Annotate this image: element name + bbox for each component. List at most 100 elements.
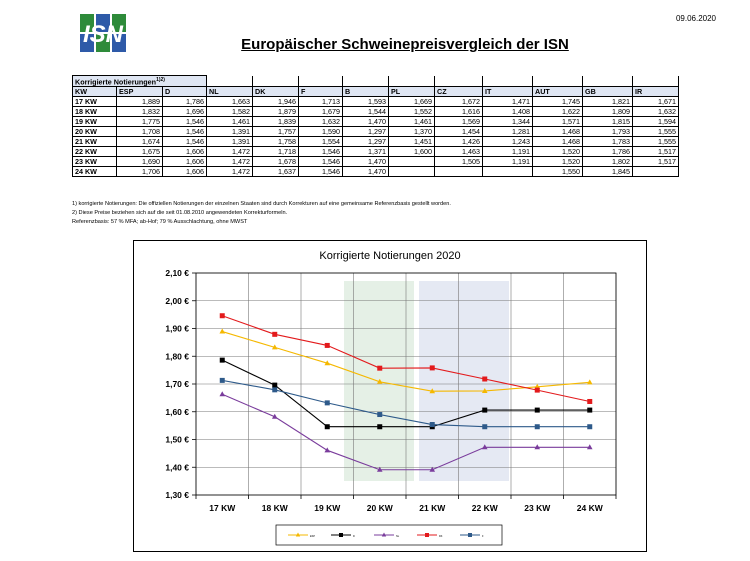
price-cell: 1,571 [532, 116, 584, 128]
column-header: B [342, 86, 390, 98]
row-week-label: 20 KW [72, 126, 117, 138]
price-cell: 1,546 [161, 126, 208, 138]
price-cell: 1,546 [298, 146, 344, 158]
price-cell: 1,391 [206, 136, 254, 148]
price-cell: 1,786 [582, 146, 634, 158]
data-point [377, 365, 383, 371]
price-cell: 1,371 [342, 146, 390, 158]
series-line [222, 379, 590, 428]
data-point [219, 357, 225, 363]
row-week-label: 21 KW [72, 136, 117, 148]
column-header: IR [632, 86, 680, 98]
column-header: PL [388, 86, 436, 98]
data-point [482, 424, 488, 430]
price-cell: 1,554 [298, 136, 344, 148]
column-header: F [298, 86, 344, 98]
data-point [482, 407, 488, 413]
price-cell: 1,606 [161, 156, 208, 168]
legend-marker [339, 533, 343, 537]
price-cell: 1,468 [532, 126, 584, 138]
column-header: AUT [532, 86, 584, 98]
data-point [272, 331, 278, 337]
price-cell: 1,454 [434, 126, 484, 138]
legend-marker [295, 532, 301, 537]
row-week-label: 23 KW [72, 156, 117, 168]
price-cell: 1,470 [342, 156, 390, 168]
x-tick-label: 22 KW [472, 503, 499, 513]
table-row: 18 KW 1,832 1,696 1,582 1,879 1,679 1,544 1,552… [72, 106, 680, 118]
y-tick-label: 1,90 € [165, 324, 189, 334]
price-cell: 1,672 [434, 96, 484, 108]
price-cell: 1,832 [116, 106, 163, 118]
table-caption: Korrigierte Notierungen1)2) [71, 74, 208, 88]
price-cell: 1,809 [582, 106, 634, 118]
series-line [222, 393, 590, 471]
price-cell: 1,632 [632, 106, 680, 118]
data-point [272, 387, 278, 393]
price-cell: 1,555 [632, 126, 680, 138]
price-cell: 1,520 [532, 156, 584, 168]
x-tick-label: 17 KW [209, 503, 236, 513]
row-week-label: 22 KW [72, 146, 117, 158]
price-cell: 1,344 [482, 116, 534, 128]
data-point [377, 412, 383, 418]
data-point [324, 424, 330, 430]
table-row: 19 KW 1,775 1,546 1,461 1,839 1,632 1,470 1,461… [72, 116, 680, 128]
price-cell: 1,520 [532, 146, 584, 158]
table-row: 23 KW 1,690 1,606 1,472 1,678 1,546 1,470 1,505… [72, 156, 680, 168]
price-cell: 1,839 [252, 116, 300, 128]
table-row: 24 KW 1,706 1,606 1,472 1,637 1,546 1,470 1,550… [72, 166, 680, 178]
price-cell: 1,408 [482, 106, 534, 118]
price-cell: 1,552 [388, 106, 436, 118]
y-tick-label: 1,60 € [165, 407, 189, 417]
price-cell: 1,690 [116, 156, 163, 168]
price-cell: 1,622 [532, 106, 584, 118]
price-cell: 1,946 [252, 96, 300, 108]
data-point [324, 360, 331, 366]
footnote-1: 1) korrigierte Notierungen: Die offiziel… [72, 201, 451, 207]
data-point [219, 328, 226, 334]
table-row: 21 KW 1,674 1,546 1,391 1,758 1,554 1,297 1,451… [72, 136, 680, 148]
page-title: Europäischer Schweinepreisvergleich der … [241, 36, 569, 53]
price-cell: 1,243 [482, 136, 534, 148]
data-point [587, 398, 593, 404]
price-cell: 1,517 [632, 146, 680, 158]
data-point [587, 407, 593, 413]
data-point [219, 313, 225, 319]
data-point [377, 424, 383, 430]
y-tick-label: 1,80 € [165, 351, 189, 361]
chart-title: Korrigierte Notierungen 2020 [319, 250, 460, 262]
price-cell: 1,889 [116, 96, 163, 108]
price-cell: 1,370 [388, 126, 436, 138]
data-point [376, 378, 383, 384]
price-cell: 1,472 [206, 156, 254, 168]
price-cell: 1,718 [252, 146, 300, 158]
column-header: NL [206, 86, 254, 98]
data-point [481, 444, 488, 450]
x-tick-label: 18 KW [262, 503, 289, 513]
data-point [324, 447, 331, 453]
data-point [272, 382, 278, 388]
table-row: 17 KW 1,889 1,786 1,663 1,946 1,713 1,593 1,669… [72, 96, 680, 108]
legend-marker [381, 532, 387, 537]
price-cell: 1,426 [434, 136, 484, 148]
y-tick-label: 2,00 € [165, 296, 189, 306]
price-cell: 1,470 [342, 166, 390, 178]
data-point [482, 376, 488, 382]
data-point [534, 407, 540, 413]
price-cell: 1,470 [342, 116, 390, 128]
column-header: IT [482, 86, 534, 98]
column-header: ESP [116, 86, 163, 98]
price-cell: 1,845 [582, 166, 634, 178]
legend-label: NL [396, 535, 400, 538]
data-point [271, 413, 278, 419]
data-point [219, 391, 226, 397]
price-cell [434, 166, 484, 178]
price-cell: 1,451 [388, 136, 436, 148]
price-cell: 1,590 [298, 126, 344, 138]
legend-label: ESP [310, 535, 315, 538]
y-tick-label: 1,70 € [165, 379, 189, 389]
row-week-label: 19 KW [72, 116, 117, 128]
price-cell: 1,786 [161, 96, 208, 108]
data-point [324, 342, 330, 348]
